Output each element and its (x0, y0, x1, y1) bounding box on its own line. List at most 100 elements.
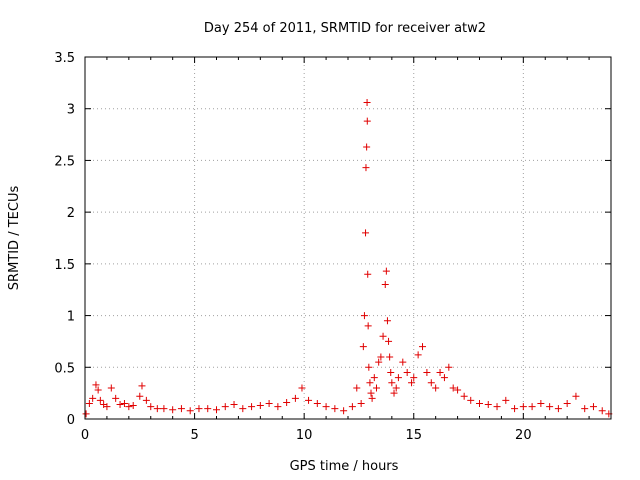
data-point (365, 363, 373, 371)
data-point (377, 353, 385, 361)
data-point (385, 337, 393, 345)
data-point (142, 396, 150, 404)
data-point (554, 405, 562, 413)
data-point (370, 374, 378, 382)
data-point (116, 401, 124, 409)
data-point (427, 379, 435, 387)
data-point (537, 399, 545, 407)
data-point (440, 374, 448, 382)
data-point (96, 396, 104, 404)
data-point (460, 392, 468, 400)
data-point (528, 403, 536, 411)
data-point (419, 343, 427, 351)
data-point (204, 405, 212, 413)
grid-lines (85, 57, 611, 419)
chart-title: Day 254 of 2011, SRMTID for receiver atw… (204, 21, 486, 36)
data-point (313, 399, 321, 407)
x-tick-label: 15 (405, 428, 422, 443)
data-point (160, 405, 168, 413)
data-point (363, 117, 371, 125)
data-point (85, 399, 93, 407)
data-point (454, 386, 462, 394)
data-point (107, 384, 115, 392)
data-point (436, 368, 444, 376)
data-point (392, 384, 400, 392)
data-point (213, 406, 220, 414)
data-point (598, 407, 606, 415)
data-point (589, 403, 597, 411)
data-point (298, 384, 306, 392)
data-point (362, 164, 370, 172)
data-point (129, 402, 137, 410)
data-point (248, 403, 256, 411)
data-point (372, 384, 380, 392)
x-tick-labels: 0 5 10 15 20 (81, 428, 532, 443)
data-point (360, 312, 368, 320)
data-point (493, 403, 501, 411)
data-point (546, 403, 554, 411)
data-point (331, 405, 339, 413)
axis-ticks (84, 56, 611, 420)
data-point (230, 401, 238, 409)
data-point (112, 394, 120, 402)
data-point (147, 403, 155, 411)
x-tick-label: 5 (190, 428, 198, 443)
y-tick-label: 3.5 (54, 51, 75, 66)
data-point (103, 403, 111, 411)
data-point (364, 322, 372, 330)
data-point (362, 229, 370, 237)
data-point (363, 99, 371, 107)
data-point (367, 389, 375, 397)
data-point (379, 332, 387, 340)
x-tick-label: 0 (81, 428, 89, 443)
data-point (484, 401, 492, 409)
data-point (445, 363, 453, 371)
data-point (581, 405, 589, 413)
data-point (169, 406, 177, 414)
data-point (125, 403, 133, 411)
y-tick-label: 1 (67, 310, 75, 325)
data-point (386, 353, 394, 361)
data-point (364, 270, 372, 278)
data-point (221, 403, 229, 411)
data-point (572, 392, 580, 400)
data-point (390, 389, 398, 397)
data-point (403, 368, 411, 376)
x-axis-label: GPS time / hours (290, 459, 399, 474)
y-tick-label: 0 (67, 413, 75, 428)
data-point (136, 392, 144, 400)
y-tick-label: 3 (67, 103, 75, 118)
data-point (177, 405, 185, 413)
data-point (449, 384, 457, 392)
y-tick-label: 2 (67, 206, 75, 221)
data-point (195, 405, 203, 413)
data-points (82, 99, 613, 418)
data-point (519, 403, 527, 411)
data-point (256, 402, 264, 410)
data-point (291, 394, 299, 402)
data-point (382, 267, 390, 275)
data-point (340, 407, 348, 415)
data-point (322, 403, 330, 411)
plot-frame (84, 56, 612, 420)
data-point (399, 358, 407, 366)
data-point (387, 368, 395, 376)
data-point (359, 343, 367, 351)
data-point (138, 382, 146, 390)
x-tick-label: 10 (296, 428, 313, 443)
data-point (265, 399, 273, 407)
data-point (120, 399, 128, 407)
data-point (476, 399, 483, 407)
data-point (283, 398, 291, 406)
data-point (363, 143, 371, 151)
data-point (410, 374, 418, 382)
data-point (153, 405, 161, 413)
data-point (432, 384, 440, 392)
data-point (414, 351, 422, 359)
data-point (511, 405, 519, 413)
y-tick-labels: 0 0.5 1 1.5 2 2.5 3 3.5 (54, 51, 75, 428)
data-point (89, 394, 97, 402)
data-point (305, 396, 313, 404)
data-point (563, 399, 571, 407)
